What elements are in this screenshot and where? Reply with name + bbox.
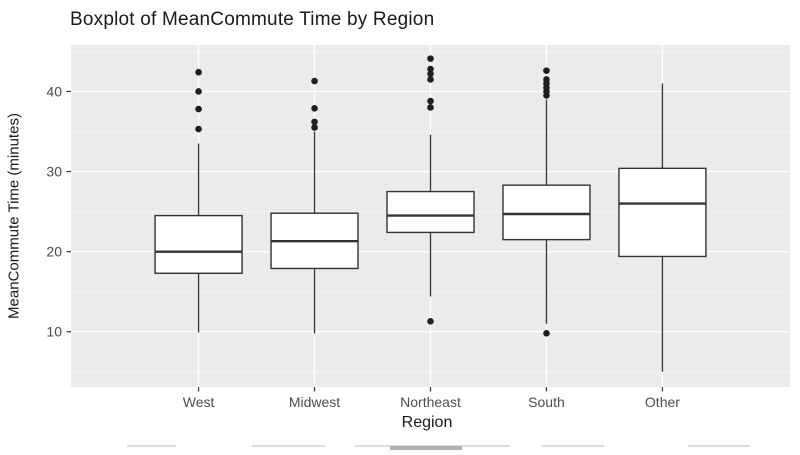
bottom-edge-segment (390, 446, 462, 450)
outlier-point (311, 118, 318, 126)
outlier-point (195, 125, 202, 133)
x-tick-label: Northeast (400, 394, 461, 410)
boxplot-box (386, 190, 475, 234)
outlier-point (427, 55, 434, 62)
y-tick-label: 30 (46, 164, 62, 180)
x-tick-label: West (183, 394, 215, 410)
outlier-point (195, 105, 202, 113)
bottom-edge-segment (688, 445, 750, 447)
outlier-point (427, 104, 434, 111)
outlier-point (427, 97, 434, 105)
y-tick-label: 40 (46, 83, 62, 99)
outlier-point (195, 88, 202, 95)
x-tick-label: Other (645, 394, 680, 410)
x-axis-title: Region (401, 414, 453, 431)
outlier-point (311, 77, 318, 85)
y-tick-label: 20 (46, 244, 62, 260)
outlier-point (427, 76, 434, 83)
outlier-point (543, 67, 550, 74)
outlier-point (195, 68, 202, 76)
boxplot-box (618, 167, 707, 258)
bottom-edge-segment (252, 445, 325, 447)
outlier-point (427, 70, 434, 78)
bottom-edge-segment (127, 445, 176, 447)
boxplot-box (154, 214, 243, 274)
outlier-point (311, 124, 318, 131)
chart-title: Boxplot of MeanCommute Time by Region (70, 9, 435, 30)
outlier-point (427, 65, 434, 73)
y-tick-label: 10 (46, 324, 62, 340)
outlier-point (543, 76, 550, 83)
boxplot-box (502, 184, 591, 241)
x-tick-label: South (528, 394, 565, 410)
x-tick-label: Midwest (289, 394, 340, 410)
outlier-point (427, 318, 434, 325)
y-axis-title: MeanCommute Time (minutes) (5, 113, 23, 319)
outlier-point (543, 330, 550, 337)
bottom-edge-segment (541, 445, 604, 447)
outlier-point (311, 104, 318, 112)
